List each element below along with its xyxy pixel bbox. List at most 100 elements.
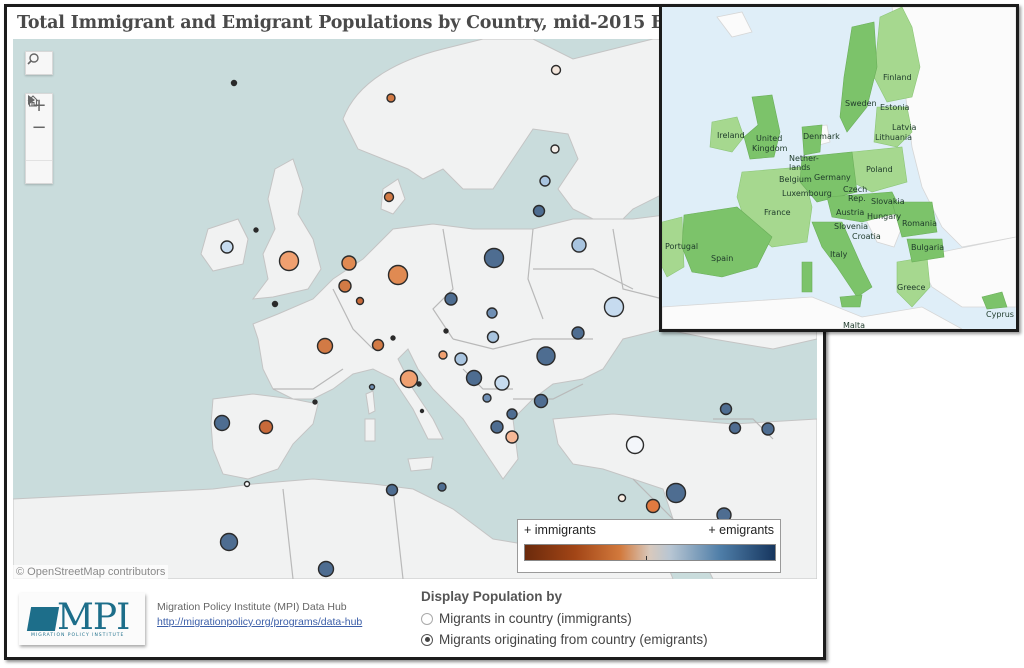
inset-country-label: Rep.: [848, 194, 866, 203]
country-bubble[interactable]: [571, 326, 585, 340]
country-bubble[interactable]: [617, 493, 627, 503]
inset-country-label: Latvia: [892, 123, 917, 132]
inset-country-label: Portugal: [665, 242, 699, 251]
country-bubble[interactable]: [368, 383, 376, 391]
mpi-logo-subtext: MIGRATION POLICY INSTITUTE: [31, 633, 125, 638]
country-bubble[interactable]: [536, 346, 556, 366]
country-bubble[interactable]: [625, 435, 645, 455]
inset-country-label: Cyprus: [986, 310, 1014, 319]
eu-inset-map: Finland Sweden Estonia Latvia Lithuania Irela…: [659, 4, 1019, 332]
country-bubble[interactable]: [533, 393, 549, 409]
inset-country-label: Nether-: [789, 154, 819, 163]
country-bubble[interactable]: [219, 532, 239, 552]
country-bubble[interactable]: [603, 296, 625, 318]
country-bubble[interactable]: [506, 408, 518, 420]
country-bubble[interactable]: [645, 498, 661, 514]
search-icon[interactable]: [26, 52, 52, 74]
country-bubble[interactable]: [444, 292, 458, 306]
radio-immigrants[interactable]: Migrants in country (immigrants): [421, 611, 632, 626]
inset-country-label: Estonia: [880, 103, 910, 112]
country-bubble[interactable]: [258, 419, 274, 435]
country-bubble[interactable]: [550, 144, 560, 154]
play-icon: [28, 95, 35, 105]
country-bubble[interactable]: [438, 350, 448, 360]
country-bubble[interactable]: [550, 64, 562, 76]
pan-mode-button[interactable]: [26, 95, 52, 183]
country-bubble[interactable]: [490, 420, 504, 434]
country-bubble[interactable]: [278, 250, 300, 272]
country-bubble[interactable]: [486, 330, 500, 344]
inset-country-label: Finland: [883, 73, 912, 82]
inset-country-label: lands: [789, 163, 811, 172]
inset-country-label: Poland: [866, 165, 893, 174]
inset-country-label: Lithuania: [875, 133, 913, 142]
inset-country-label: Slovenia: [834, 222, 869, 231]
inset-country-label: Belgium: [779, 175, 812, 184]
inset-country-label: Austria: [836, 208, 865, 217]
country-bubble[interactable]: [505, 430, 519, 444]
radio-emigrants[interactable]: Migrants originating from country (emigr…: [421, 632, 708, 647]
country-bubble[interactable]: [416, 381, 422, 387]
zoom-out-button[interactable]: −: [31, 116, 47, 138]
country-bubble[interactable]: [532, 204, 546, 218]
country-bubble[interactable]: [399, 369, 419, 389]
country-bubble[interactable]: [387, 264, 409, 286]
radio-immigrants-circle[interactable]: [421, 612, 433, 625]
country-bubble[interactable]: [386, 93, 396, 103]
country-bubble[interactable]: [665, 482, 687, 504]
inset-country-label: Sweden: [845, 99, 877, 108]
country-bubble[interactable]: [312, 399, 318, 405]
country-bubble[interactable]: [220, 240, 234, 254]
inset-country-label: Germany: [814, 173, 851, 182]
inset-country-label: Croatia: [852, 232, 881, 241]
footer: MPI MIGRATION POLICY INSTITUTE Migration…: [7, 581, 823, 657]
country-bubble[interactable]: [454, 352, 468, 366]
zoom-in-button[interactable]: +: [31, 94, 47, 116]
data-hub-link[interactable]: http://migrationpolicy.org/programs/data…: [157, 616, 363, 628]
country-bubble[interactable]: [385, 483, 399, 497]
map-attribution[interactable]: © OpenStreetMap contributors: [13, 565, 169, 579]
legend-emigrants-label: + emigrants: [708, 523, 774, 537]
country-bubble[interactable]: [371, 338, 385, 352]
country-bubble[interactable]: [728, 421, 742, 435]
country-bubbles[interactable]: [13, 39, 817, 579]
country-bubble[interactable]: [230, 79, 238, 87]
country-bubble[interactable]: [486, 307, 498, 319]
search-tool[interactable]: [25, 51, 53, 75]
country-bubble[interactable]: [355, 296, 365, 306]
country-bubble[interactable]: [719, 402, 733, 416]
country-bubble[interactable]: [465, 369, 483, 387]
mpi-logo-mark: [26, 607, 60, 631]
country-bubble[interactable]: [390, 335, 396, 341]
country-bubble[interactable]: [437, 482, 447, 492]
legend-midpoint-tick: [646, 556, 647, 560]
inset-country-label: Hungary: [867, 212, 902, 221]
country-bubble[interactable]: [341, 255, 357, 271]
country-bubble[interactable]: [494, 375, 510, 391]
country-bubble[interactable]: [761, 422, 775, 436]
country-bubble[interactable]: [338, 279, 352, 293]
country-bubble[interactable]: [243, 480, 251, 488]
country-bubble[interactable]: [253, 227, 259, 233]
country-bubble[interactable]: [271, 300, 279, 308]
country-bubble[interactable]: [482, 393, 492, 403]
mpi-logo: MPI MIGRATION POLICY INSTITUTE: [19, 593, 145, 645]
country-bubble[interactable]: [571, 237, 587, 253]
legend-color-scale: [524, 544, 776, 561]
country-bubble[interactable]: [483, 247, 505, 269]
inset-country-label: Ireland: [717, 131, 745, 140]
inset-country-label: Spain: [711, 254, 734, 263]
country-bubble[interactable]: [383, 191, 395, 203]
radio-emigrants-circle[interactable]: [421, 633, 433, 646]
country-bubble[interactable]: [419, 408, 425, 414]
inset-country-label: Bulgaria: [911, 243, 945, 252]
country-bubble[interactable]: [317, 560, 335, 578]
country-bubble[interactable]: [316, 337, 334, 355]
country-bubble[interactable]: [213, 414, 231, 432]
country-bubble[interactable]: [443, 328, 449, 334]
home-icon[interactable]: [26, 95, 52, 160]
inset-country-label: Greece: [897, 283, 926, 292]
country-bubble[interactable]: [539, 175, 551, 187]
mpi-logo-text: MPI: [57, 597, 130, 638]
display-population-title: Display Population by: [421, 589, 563, 604]
